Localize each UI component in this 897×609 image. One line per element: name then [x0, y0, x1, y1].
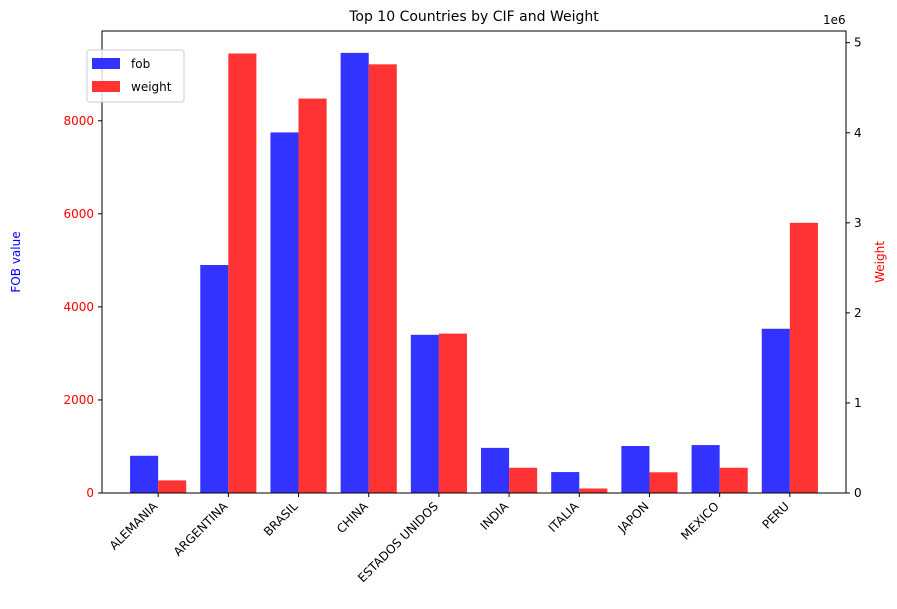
left-axis-ticks: 0 2000 4000 6000 8000: [63, 114, 102, 500]
bar-weight-brasil: [298, 98, 327, 494]
bar-fob-argentina: [200, 265, 229, 493]
bar-weight-peru: [789, 222, 818, 493]
left-tick-label: 2000: [63, 393, 94, 407]
bar-fob-italia: [551, 472, 580, 493]
bar-weight-china: [368, 64, 397, 493]
x-tick-label: INDIA: [478, 499, 512, 533]
bar-weight-india: [509, 467, 538, 493]
x-tick-label: MEXICO: [678, 499, 722, 543]
right-tick-label: 1: [854, 396, 862, 410]
bar-fob-india: [481, 447, 510, 493]
x-tick-label: ARGENTINA: [171, 499, 231, 559]
x-tick-label: JAPON: [615, 499, 652, 536]
left-axis-label: FOB value: [9, 231, 23, 292]
bar-fob-japon: [621, 446, 650, 493]
bar-weight-italia: [579, 488, 608, 493]
right-axis-ticks: 0 1 2 3 4 5: [846, 36, 862, 500]
right-tick-label: 4: [854, 126, 862, 140]
legend-swatch-fob: [92, 58, 120, 69]
left-tick-label: 6000: [63, 207, 94, 221]
left-tick-label: 8000: [63, 114, 94, 128]
x-tick-label: BRASIL: [261, 499, 301, 539]
bar-fob-china: [340, 52, 369, 494]
bar-weight-estados-unidos: [438, 333, 467, 493]
right-tick-label: 3: [854, 216, 862, 230]
x-tick-label: ALEMANIA: [107, 499, 161, 553]
right-tick-label: 2: [854, 306, 862, 320]
bar-fob-estados-unidos: [410, 334, 439, 493]
plot-frame: [101, 30, 847, 494]
bar-fob-mexico: [691, 445, 720, 493]
x-tick-label: CHINA: [334, 499, 371, 536]
x-tick-label: PERU: [759, 499, 791, 531]
x-tick-label: ITALIA: [546, 499, 582, 535]
bars-layer: [130, 52, 818, 494]
bar-fob-alemania: [130, 455, 159, 493]
x-tick-label: ESTADOS UNIDOS: [355, 499, 441, 585]
chart-title: Top 10 Countries by CIF and Weight: [348, 9, 599, 25]
left-tick-label: 0: [86, 486, 94, 500]
right-axis-offset-text: 1e6: [823, 13, 846, 27]
legend-swatch-weight: [92, 81, 120, 92]
right-tick-label: 5: [854, 36, 862, 50]
legend-label-fob: fob: [131, 57, 150, 71]
bar-fob-brasil: [270, 132, 299, 494]
right-tick-label: 0: [854, 486, 862, 500]
left-tick-label: 4000: [63, 300, 94, 314]
right-axis-label: Weight: [873, 241, 887, 283]
bar-weight-alemania: [158, 480, 187, 493]
bar-weight-japon: [649, 472, 678, 493]
bar-fob-peru: [761, 328, 790, 493]
bar-weight-argentina: [228, 53, 257, 493]
bar-weight-mexico: [719, 467, 748, 493]
legend-label-weight: weight: [131, 80, 172, 94]
legend: fob weight: [86, 49, 185, 103]
